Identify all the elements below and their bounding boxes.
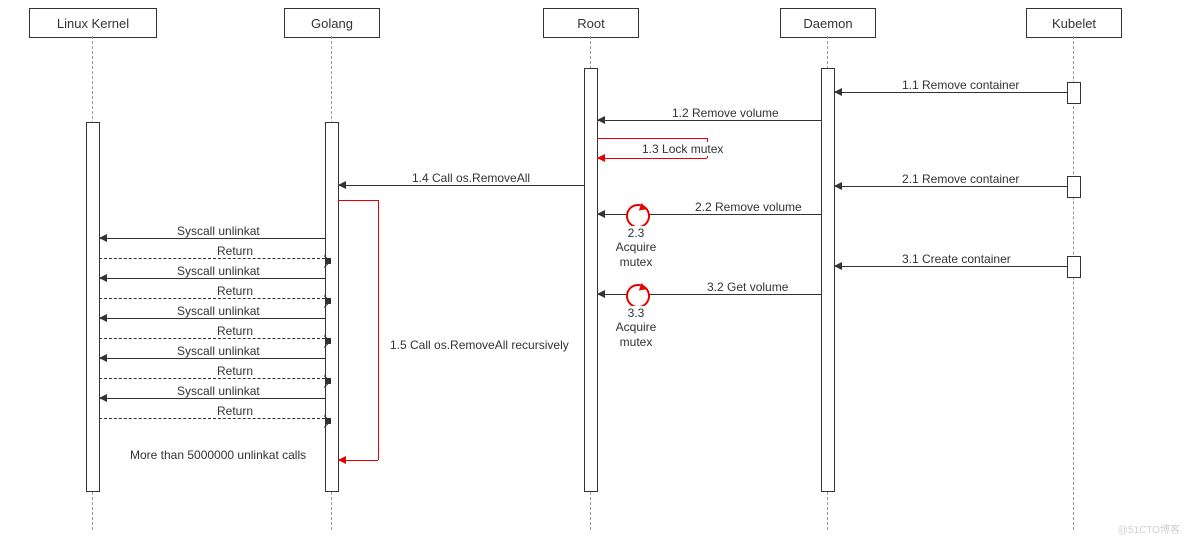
msg-line [834, 92, 1067, 93]
watermark: @51CTO博客 [1118, 521, 1180, 536]
msg-line [99, 358, 325, 359]
arrowhead-icon [597, 154, 605, 162]
msg-label: 2.1 Remove container [900, 172, 1021, 186]
arrowhead-icon [338, 456, 346, 464]
msg-label: 2.3 Acquire mutex [614, 226, 659, 269]
activation-kubelet-2 [1067, 176, 1081, 198]
arrowhead-icon [338, 181, 346, 189]
participant-kubelet: Kubelet [1026, 8, 1122, 38]
loop-icon [626, 204, 650, 228]
msg-line [338, 185, 584, 186]
msg-line [834, 266, 1067, 267]
activation-root [584, 68, 598, 492]
participant-label: Linux Kernel [57, 16, 129, 31]
msg-line [99, 338, 325, 339]
participant-label: Kubelet [1052, 16, 1096, 31]
msg-label: 1.3 Lock mutex [640, 142, 725, 156]
msg-line [99, 418, 325, 419]
participant-root: Root [543, 8, 639, 38]
msg-line [99, 398, 325, 399]
participant-golang: Golang [284, 8, 380, 38]
msg-label: 3.1 Create container [900, 252, 1013, 266]
participant-label: Daemon [803, 16, 852, 31]
arrowhead-icon [99, 274, 107, 282]
msg-label: 1.4 Call os.RemoveAll [410, 171, 532, 185]
msg-label: Return [215, 244, 255, 258]
msg-label: 1.2 Remove volume [670, 106, 781, 120]
arrowhead-icon [597, 210, 605, 218]
msg-label: Return [215, 324, 255, 338]
msg-line [99, 298, 325, 299]
msg-label: 1.1 Remove container [900, 78, 1021, 92]
arrowhead-icon [99, 234, 107, 242]
lifeline-kubelet [1073, 36, 1074, 530]
sequence-diagram: Linux Kernel Golang Root Daemon Kubelet … [0, 0, 1184, 538]
activation-golang [325, 122, 339, 492]
arrowhead-icon [325, 338, 331, 344]
loop-icon [626, 284, 650, 308]
arrowhead-icon [597, 290, 605, 298]
msg-line [834, 186, 1067, 187]
msg-label: Return [215, 284, 255, 298]
msg-label: 3.3 Acquire mutex [614, 306, 659, 349]
msg-label: Return [215, 404, 255, 418]
activation-daemon [821, 68, 835, 492]
arrowhead-icon [834, 88, 842, 96]
arrowhead-icon [99, 314, 107, 322]
arrowhead-icon [325, 258, 331, 264]
msg-line [99, 378, 325, 379]
arrowhead-icon [99, 394, 107, 402]
msg-line [597, 120, 821, 121]
msg-label: Syscall unlinkat [175, 344, 262, 358]
msg-label: Syscall unlinkat [175, 384, 262, 398]
msg-label: 1.5 Call os.RemoveAll recursively [388, 338, 571, 352]
participant-daemon: Daemon [780, 8, 876, 38]
msg-label: 3.2 Get volume [705, 280, 790, 294]
msg-line [99, 258, 325, 259]
arrowhead-icon [325, 378, 331, 384]
msg-label: 2.2 Remove volume [693, 200, 804, 214]
activation-kubelet-1 [1067, 82, 1081, 104]
arrowhead-icon [99, 354, 107, 362]
msg-line [99, 278, 325, 279]
participant-label: Golang [311, 16, 353, 31]
msg-label: Syscall unlinkat [175, 224, 262, 238]
arrowhead-icon [834, 182, 842, 190]
participant-label: Root [577, 16, 604, 31]
arrowhead-icon [325, 298, 331, 304]
msg-label: Return [215, 364, 255, 378]
activation-kernel [86, 122, 100, 492]
msg-label: Syscall unlinkat [175, 304, 262, 318]
msg-line [99, 238, 325, 239]
arrowhead-icon [834, 262, 842, 270]
arrowhead-icon [325, 418, 331, 424]
participant-kernel: Linux Kernel [29, 8, 157, 38]
note-text: More than 5000000 unlinkat calls [130, 448, 306, 462]
activation-kubelet-3 [1067, 256, 1081, 278]
msg-line [99, 318, 325, 319]
arrowhead-icon [597, 116, 605, 124]
msg-label: Syscall unlinkat [175, 264, 262, 278]
